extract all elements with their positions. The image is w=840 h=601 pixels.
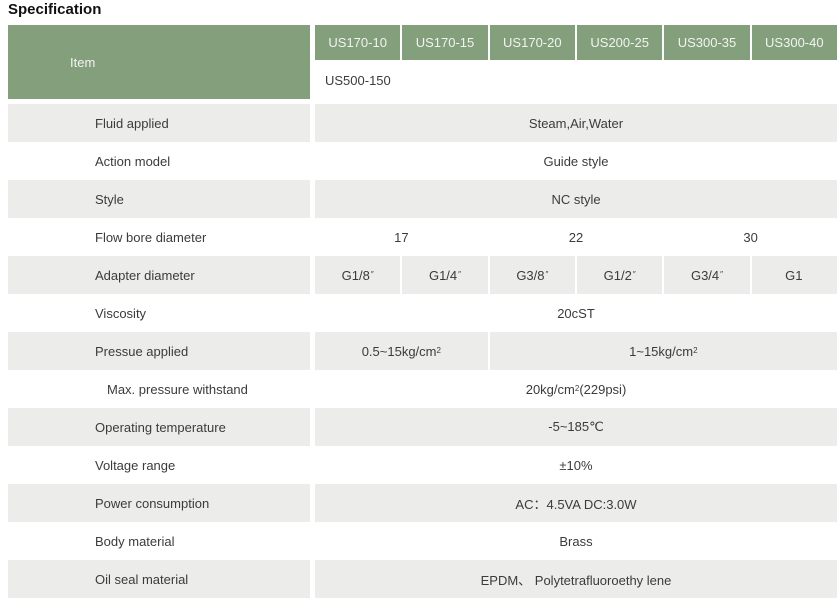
- thread-size: G1/4: [428, 267, 458, 283]
- row-value: G1: [751, 256, 837, 294]
- row-label: Power consumption: [8, 484, 310, 522]
- spec-row-flow-bore-diameter: Flow bore diameter 17 22 30: [8, 218, 837, 256]
- spec-row-operating-temperature: Operating temperature -5~185℃: [8, 408, 837, 446]
- row-value: G1/8 ″: [315, 256, 401, 294]
- table-header: Item US170-10 US170-15 US170-20 US200-25…: [8, 25, 837, 99]
- item-header-cell: Item: [8, 25, 310, 99]
- secondary-model-row: US500-150: [315, 62, 837, 99]
- page-title: Specification: [8, 1, 102, 18]
- pressure-range: 0.5~15kg/cm: [361, 343, 437, 359]
- thread-size: G3/8: [516, 267, 545, 283]
- row-value: EPDM、 Polytetrafluoroethy lene: [315, 560, 837, 598]
- row-label: Voltage range: [8, 446, 310, 484]
- pressure-value: 20kg/cm: [525, 381, 575, 397]
- thread-size: G3/4: [690, 267, 720, 283]
- row-value: -5~185℃: [315, 408, 837, 446]
- row-value: G3/8 ″: [489, 256, 575, 294]
- row-label: Adapter diameter: [8, 256, 310, 294]
- model-column-header: US300-35: [664, 25, 750, 60]
- model-column-header: US170-15: [402, 25, 488, 60]
- thread-size: G1: [785, 267, 803, 283]
- row-value: ±10%: [315, 446, 837, 484]
- item-header-label: Item: [70, 54, 96, 70]
- model-column-header: US300-40: [751, 25, 837, 60]
- row-value: NC style: [315, 180, 837, 218]
- spec-row-action-model: Action model Guide style: [8, 142, 837, 180]
- row-value: AC：4.5VA DC:3.0W: [315, 484, 837, 522]
- model-header-row: US170-10 US170-15 US170-20 US200-25 US30…: [315, 25, 837, 60]
- row-value: Guide style: [315, 142, 837, 180]
- row-label: Operating temperature: [8, 408, 310, 446]
- spec-row-body-material: Body material Brass: [8, 522, 837, 560]
- psi-value: (229psi): [579, 381, 627, 397]
- row-label: Oil seal material: [8, 560, 310, 598]
- row-value: Brass: [315, 522, 837, 560]
- model-headers: US170-10 US170-15 US170-20 US200-25 US30…: [315, 25, 837, 99]
- row-value: 1~15kg/cm 2: [489, 332, 837, 370]
- row-label: Body material: [8, 522, 310, 560]
- model-column-header: US170-10: [315, 25, 401, 60]
- row-label: Style: [8, 180, 310, 218]
- spec-row-voltage-range: Voltage range ±10%: [8, 446, 837, 484]
- header-body-divider: [8, 99, 837, 104]
- row-value: 20cST: [315, 294, 837, 332]
- thread-size: G1/2: [603, 267, 632, 283]
- row-value: 20kg/cm 2 (229psi): [315, 370, 837, 408]
- row-label: Max. pressure withstand: [8, 370, 310, 408]
- thread-size: G1/8: [341, 267, 370, 283]
- row-label: Viscosity: [8, 294, 310, 332]
- row-label: Action model: [8, 142, 310, 180]
- row-value: 22: [489, 218, 663, 256]
- row-label: Fluid applied: [8, 104, 310, 142]
- secondary-model-label: US500-150: [325, 73, 391, 88]
- spec-row-max-pressure-withstand: Max. pressure withstand 20kg/cm 2 (229psi): [8, 370, 837, 408]
- row-label: Flow bore diameter: [8, 218, 310, 256]
- model-column-header: US200-25: [577, 25, 663, 60]
- spec-row-pressue-applied: Pressue applied 0.5~15kg/cm 2 1~15kg/cm 2: [8, 332, 837, 370]
- spec-row-style: Style NC style: [8, 180, 837, 218]
- spec-row-fluid-applied: Fluid applied Steam,Air,Water: [8, 104, 837, 142]
- row-label: Pressue applied: [8, 332, 310, 370]
- spec-row-power-consumption: Power consumption AC：4.5VA DC:3.0W: [8, 484, 837, 522]
- row-value: 17: [315, 218, 488, 256]
- row-value: Steam,Air,Water: [315, 104, 837, 142]
- row-value: G1/2 ″: [577, 256, 663, 294]
- row-value: 30: [664, 218, 837, 256]
- spec-row-adapter-diameter: Adapter diameter G1/8 ″ G1/4 ″ G3/8 ″ G1/2 ″…: [8, 256, 837, 294]
- specification-table: Item US170-10 US170-15 US170-20 US200-25…: [8, 25, 837, 598]
- model-column-header: US170-20: [489, 25, 575, 60]
- spec-row-oil-seal-material: Oil seal material EPDM、 Polytetrafluoroe…: [8, 560, 837, 598]
- pressure-range: 1~15kg/cm: [629, 343, 694, 359]
- row-value: G3/4 ″: [664, 256, 750, 294]
- spec-row-viscosity: Viscosity 20cST: [8, 294, 837, 332]
- row-value: G1/4 ″: [402, 256, 488, 294]
- row-value: 0.5~15kg/cm 2: [315, 332, 488, 370]
